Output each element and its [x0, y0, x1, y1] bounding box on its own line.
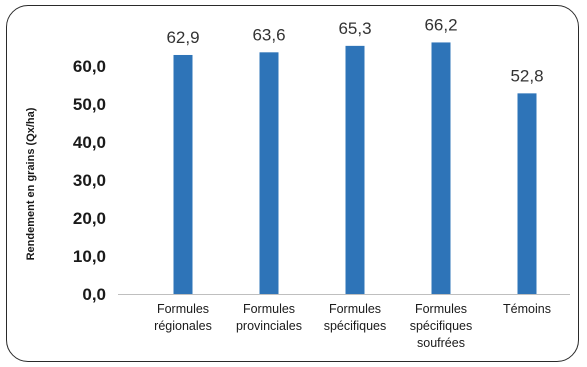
y-tick-label: 50,0	[73, 95, 106, 114]
data-label: 63,6	[252, 25, 285, 44]
data-label: 65,3	[338, 19, 371, 38]
data-label: 66,2	[424, 15, 457, 34]
chart-frame	[6, 5, 579, 362]
data-labels: 62,9 63,6 65,3 66,2 52,8	[166, 15, 543, 85]
x-tick-label: soufrées	[417, 336, 465, 350]
x-tick-label: Témoins	[503, 302, 551, 316]
x-tick-label: régionales	[154, 319, 212, 333]
data-label: 52,8	[510, 66, 543, 85]
bar-3	[345, 45, 365, 294]
x-tick-label: provinciales	[236, 319, 302, 333]
x-axis-labels: Formules régionales Formules provinciales Fo…	[154, 302, 551, 350]
bar-5	[517, 93, 537, 294]
y-tick-label: 0,0	[82, 285, 106, 304]
y-tick-label: 60,0	[73, 57, 106, 76]
y-tick-label: 40,0	[73, 133, 106, 152]
y-axis-title-group: Rendement en grains (Qx/ha)	[25, 107, 37, 260]
bar-1	[173, 54, 193, 295]
x-tick-label: Formules	[415, 302, 467, 316]
y-tick-label: 30,0	[73, 171, 106, 190]
y-tick-label: 20,0	[73, 209, 106, 228]
bar-4	[431, 42, 451, 294]
x-tick-label: spécifiques	[410, 319, 473, 333]
x-tick-label: spécifiques	[324, 319, 387, 333]
y-axis-title: Rendement en grains (Qx/ha)	[25, 107, 37, 260]
data-label: 62,9	[166, 28, 199, 47]
y-tick-label: 10,0	[73, 247, 106, 266]
x-tick-label: Formules	[243, 302, 295, 316]
y-axis-ticks: 0,0 10,0 20,0 30,0 40,0 50,0 60,0	[73, 57, 106, 304]
bars	[173, 42, 537, 295]
x-tick-label: Formules	[157, 302, 209, 316]
x-tick-label: Formules	[329, 302, 381, 316]
bar-2	[259, 52, 279, 294]
